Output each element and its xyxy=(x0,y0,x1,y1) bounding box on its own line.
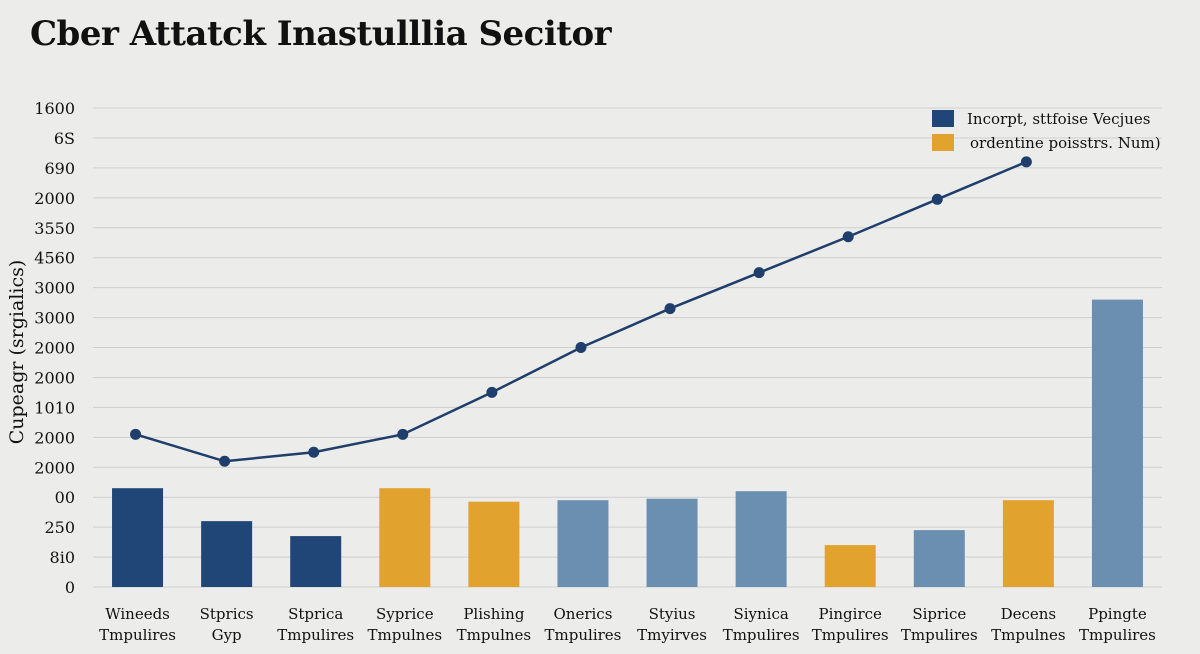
legend: Incorpt, sttfoise Vecjues ordentine poiss… xyxy=(932,110,1161,152)
line-point xyxy=(931,193,943,205)
category-label: Tmpulires xyxy=(812,626,889,644)
line-point xyxy=(308,446,320,458)
category-label: Styius xyxy=(649,605,696,623)
category-label: Decens xyxy=(1001,605,1057,623)
category-label: Tmpulnes xyxy=(457,626,532,644)
line-point xyxy=(130,428,142,440)
y-tick-label: 2000 xyxy=(34,368,75,387)
bar-series xyxy=(112,299,1143,587)
bar xyxy=(824,545,876,587)
line-series xyxy=(130,156,1032,467)
category-label: Tmpulires xyxy=(277,626,354,644)
category-label: Gyp xyxy=(212,626,242,644)
bar xyxy=(1091,299,1143,587)
y-tick-label: 8i0 xyxy=(50,548,75,567)
y-tick-label: 2000 xyxy=(34,458,75,477)
category-label: Onerics xyxy=(554,605,613,623)
line-point xyxy=(664,303,676,315)
legend-label: Incorpt, sttfoise Vecjues xyxy=(967,110,1150,128)
category-label: Tmpulires xyxy=(1079,626,1156,644)
bar xyxy=(201,521,253,587)
category-label: Siprice xyxy=(912,605,966,623)
y-tick-label: 250 xyxy=(44,518,75,537)
y-tick-label: 2000 xyxy=(34,189,75,208)
bar xyxy=(468,501,520,587)
category-label: Syprice xyxy=(376,605,434,623)
legend-swatch xyxy=(932,110,954,127)
y-tick-label: 3550 xyxy=(34,219,75,238)
bar xyxy=(557,500,609,587)
category-label: Tmyirves xyxy=(637,626,707,644)
bar xyxy=(290,536,342,587)
y-tick-label: 1010 xyxy=(34,398,75,417)
category-label: Tmpulnes xyxy=(368,626,443,644)
line-point xyxy=(575,342,587,353)
bar xyxy=(379,488,431,587)
y-tick-labels: 1600 6S 690 2000 3550 4560 3000 3000 2000 2000 101… xyxy=(34,99,75,597)
line-point xyxy=(486,386,498,398)
y-axis-label: Cupeagr (srgialics) xyxy=(6,260,28,445)
legend-swatch xyxy=(932,134,954,151)
trend-line xyxy=(135,160,1027,463)
grid-lines xyxy=(93,107,1162,588)
category-label: Stprica xyxy=(288,605,343,623)
category-label: Ppingte xyxy=(1088,605,1147,623)
category-label: Siynica xyxy=(733,605,788,623)
category-label: Tmpulires xyxy=(901,626,978,644)
bar xyxy=(646,498,698,587)
bar xyxy=(913,530,965,587)
bar xyxy=(1002,500,1054,587)
y-tick-label: 2000 xyxy=(34,339,75,358)
category-labels: Wineeds Tmpulires Stprics Gyp Stprica Tmpulir… xyxy=(99,605,1156,644)
category-label: Pingirce xyxy=(819,605,883,623)
category-label: Wineeds xyxy=(105,605,170,623)
y-tick-label: 3000 xyxy=(34,309,75,328)
category-label: Tmpulires xyxy=(99,626,176,644)
y-tick-label: 690 xyxy=(44,159,75,178)
category-label: Tmpulires xyxy=(723,626,800,644)
legend-label: ordentine poisstrs. Num) xyxy=(970,134,1161,152)
category-label: Tmpulires xyxy=(545,626,622,644)
bar xyxy=(112,488,164,587)
line-point xyxy=(842,231,854,243)
y-tick-label: 4560 xyxy=(34,249,75,268)
y-tick-label: 6S xyxy=(54,129,75,148)
y-tick-label: 1600 xyxy=(34,99,75,118)
y-tick-label: 3000 xyxy=(34,279,75,298)
line-point xyxy=(219,455,231,467)
y-tick-label: 0 xyxy=(65,578,75,597)
category-label: Plishing xyxy=(463,605,525,623)
line-point xyxy=(753,267,765,279)
bar xyxy=(735,491,787,587)
chart-title: Cber Attatck Inastulllia Secitor xyxy=(30,14,612,54)
y-tick-label: 2000 xyxy=(34,428,75,447)
y-tick-label: 00 xyxy=(55,488,75,507)
category-label: Tmpulnes xyxy=(991,626,1066,644)
category-label: Stprics xyxy=(200,605,254,623)
line-point xyxy=(397,428,409,440)
line-point xyxy=(1020,156,1032,168)
